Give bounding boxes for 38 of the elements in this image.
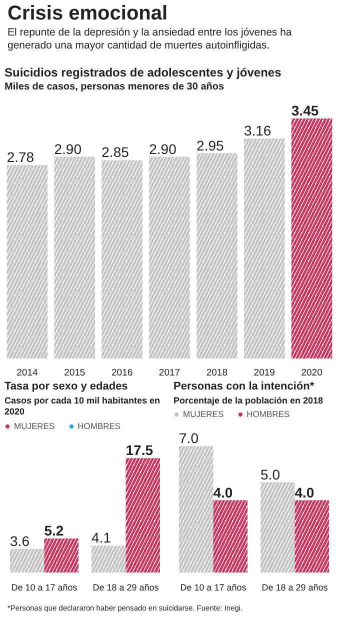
data-label: 4.0 xyxy=(294,484,314,500)
data-label: 5.0 xyxy=(260,466,280,482)
chart-title: Personas con la intención* xyxy=(174,380,315,392)
x-tick-label: 2020 xyxy=(301,368,322,378)
x-tick-label: De 10 a 17 años xyxy=(180,582,247,592)
chart-subtitle: Casos por cada 10 mil habitantes en 2020 xyxy=(4,396,160,416)
legend-label: MUJERES xyxy=(183,409,224,419)
data-label: 4.0 xyxy=(213,484,233,500)
chart-subtitle: Porcentaje de la población en 2018 xyxy=(174,396,324,406)
legend-label: HOMBRES xyxy=(78,421,121,431)
chart-subtitle: Miles de casos, personas menores de 30 años xyxy=(4,82,224,92)
data-label: 5.2 xyxy=(44,522,64,539)
data-label: 3.45 xyxy=(291,102,319,118)
data-label: 2.85 xyxy=(102,144,130,160)
data-label: 4.1 xyxy=(92,530,112,546)
x-tick-label: 2014 xyxy=(16,368,38,378)
x-tick-label: 2019 xyxy=(254,368,275,378)
x-tick-label: 2018 xyxy=(206,368,228,378)
x-tick-label: De 18 a 29 años xyxy=(92,582,160,592)
data-label: 2.78 xyxy=(6,149,34,166)
data-label: 17.5 xyxy=(126,442,154,458)
x-tick-label: 2017 xyxy=(158,368,180,378)
text: Crisis emocional xyxy=(8,2,168,24)
data-label: 2.95 xyxy=(196,137,224,154)
legend-label: MUJERES xyxy=(14,421,55,431)
data-label: 3.6 xyxy=(10,532,30,549)
data-label: 2.90 xyxy=(149,140,177,157)
text: El repunte de la depresión y la ansiedad entre los jóvenes ha generado una mayor cantidad de muertes autoinfligidas. xyxy=(8,26,292,52)
data-label: 3.16 xyxy=(244,122,272,139)
x-tick-label: De 18 a 29 años xyxy=(262,582,328,592)
x-tick-label: 2016 xyxy=(112,368,133,378)
x-tick-label: De 10 a 17 años xyxy=(11,582,78,592)
data-label: 2.90 xyxy=(54,140,82,157)
data-label: 7.0 xyxy=(179,430,199,446)
legend-label: HOMBRES xyxy=(246,409,290,419)
x-tick-label: 2015 xyxy=(64,368,86,378)
chart-title: Suicidios registrados de adolescentes y jóvenes xyxy=(4,66,282,80)
chart-title: Tasa por sexo y edades xyxy=(4,380,128,392)
